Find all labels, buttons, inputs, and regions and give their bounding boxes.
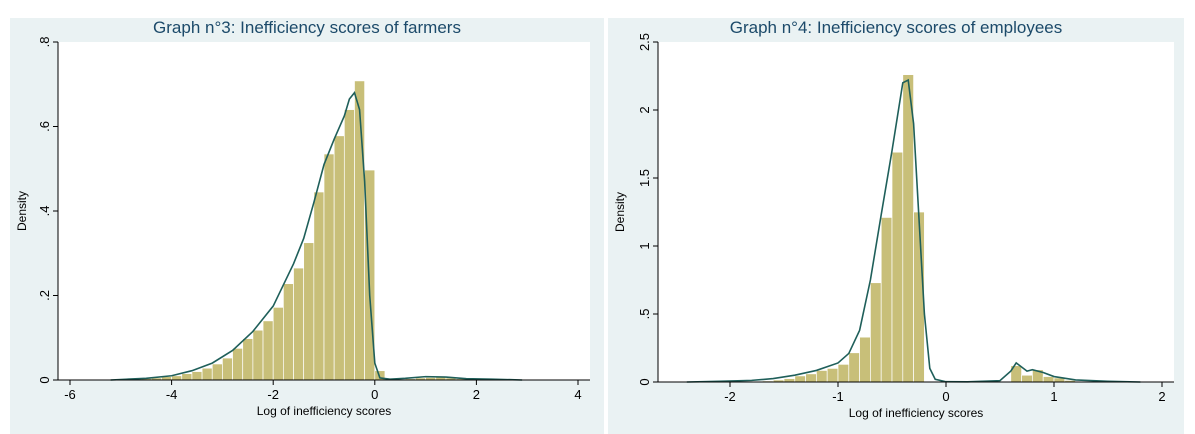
x-tick-label: 2 [473,387,480,402]
histogram-bar [283,283,294,381]
histogram-bar [880,217,893,383]
histogram-bar [816,370,828,383]
x-tick-label: 0 [942,389,949,404]
y-tick-label: 2.5 [637,33,652,51]
y-axis-label: Density [613,192,627,232]
histogram-bar [293,267,305,381]
y-tick-label: 1.5 [637,169,652,187]
x-tick-label: 0 [371,387,378,402]
chart-title: Graph n°3: Inefficiency scores of farmer… [153,18,461,37]
histogram-bar [859,336,871,383]
y-tick-label: 2 [637,106,652,113]
histogram-bar [826,368,839,383]
x-tick-label: -2 [724,389,736,404]
x-tick-label: 1 [1050,389,1057,404]
histogram-bar [805,373,817,383]
farmers-density-chart: -6 -4 -2 0 2 4 0 .2 .4 .6 .8 Graph n°3: Inefficien… [15,18,590,418]
y-axis-label: Density [15,191,29,231]
y-tick-label: 0 [37,376,52,383]
histogram-bar [323,153,335,381]
x-tick-label: 2 [1158,389,1165,404]
histogram-bar [232,347,244,381]
x-axis-label: Log of inefficiency scores [257,404,392,418]
histogram-bar [252,329,264,381]
histogram-bar [343,109,355,381]
histogram-bar [191,371,203,381]
histogram-bar [313,191,325,381]
kernel-density-curve [110,91,523,381]
y-tick-label: .8 [37,37,52,48]
x-tick-label: -6 [64,387,76,402]
histogram-bar [1021,374,1033,383]
histogram-bar [201,367,213,381]
histogram-bar [354,80,365,381]
histogram-bar [902,74,914,383]
histogram-bar [1042,376,1055,383]
x-tick-label: -1 [832,389,844,404]
histogram-bar [783,378,796,383]
x-tick-label: 4 [574,387,581,402]
histogram-bar [181,373,193,381]
y-tick-label: 0 [637,378,652,385]
y-tick-label: .2 [37,290,52,301]
histogram-bar [837,363,850,383]
y-tick-label: 1 [637,242,652,249]
y-tick-label: .6 [37,121,52,132]
x-axis-label: Log of inefficiency scores [849,406,984,420]
y-tick-label: .4 [37,206,52,217]
histogram-bar [222,357,233,381]
histogram-bar [272,306,284,381]
histogram-bar [870,282,882,383]
chart-title: Graph n°4: Inefficiency scores of employ… [730,18,1063,37]
histogram-bar [211,363,223,381]
x-tick-label: -2 [267,387,279,402]
histogram-bar [303,242,315,381]
employees-chart-panel: -2 -1 0 1 2 0 .5 1 1.5 2 2.5 Graph n°4: Inefficien… [608,18,1184,434]
kernel-density-curve [686,78,1141,383]
histogram-bar [848,352,860,383]
employees-density-chart: -2 -1 0 1 2 0 .5 1 1.5 2 2.5 Graph n°4: Inefficien… [613,18,1174,420]
y-tick-label: .5 [637,309,652,320]
histogram-bar [171,375,183,381]
histogram-bar [891,151,904,383]
x-tick-label: -4 [166,387,178,402]
histogram-bar [242,338,254,381]
farmers-chart-panel: -6 -4 -2 0 2 4 0 .2 .4 .6 .8 Graph n°3: Inefficien… [10,18,604,434]
histogram-bar [333,135,345,381]
histogram-bar [262,320,274,381]
histogram-bar [794,375,806,383]
